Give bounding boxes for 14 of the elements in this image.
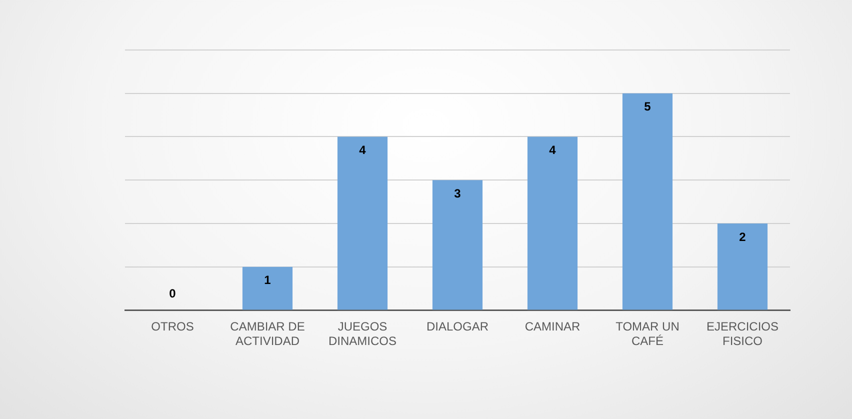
data-label: 0 — [169, 286, 176, 301]
data-label: 4 — [549, 143, 556, 158]
x-tick-label: DIALOGAR — [426, 320, 489, 334]
x-tick-label: CAMBIAR DE ACTIVIDAD — [230, 320, 305, 348]
data-label: 5 — [644, 100, 652, 114]
x-tick-label: EJERCICIOS FISICO — [706, 320, 779, 348]
x-tick-label: OTROS — [151, 320, 194, 334]
data-label: 3 — [454, 186, 462, 200]
data-label: 4 — [359, 143, 366, 158]
x-tick-label: CAMINAR — [524, 320, 580, 334]
data-label: 2 — [739, 230, 746, 244]
x-tick-label: TOMAR UN CAFÉ — [616, 320, 680, 348]
data-label: 1 — [264, 273, 272, 288]
x-tick-label: JUEGOS DINAMICOS — [328, 320, 397, 348]
